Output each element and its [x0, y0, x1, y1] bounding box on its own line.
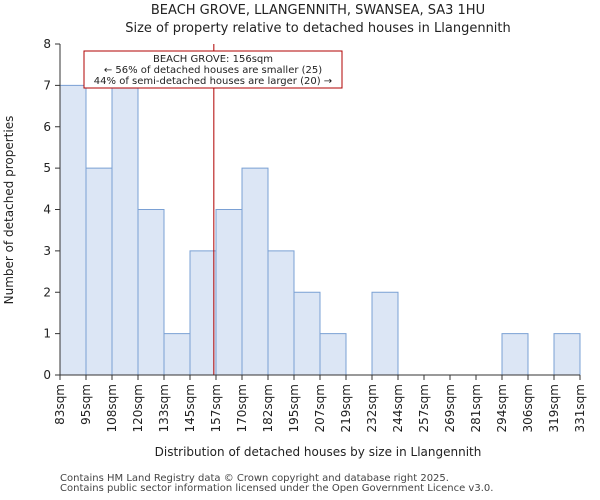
- x-tick-label: 157sqm: [209, 384, 223, 432]
- x-axis-label: Distribution of detached houses by size …: [155, 445, 482, 459]
- annotation-smaller: ← 56% of detached houses are smaller (25…: [104, 65, 322, 76]
- footer-copyright: Contains HM Land Registry data © Crown c…: [60, 473, 449, 484]
- bar-319sqm: [553, 333, 581, 376]
- chart-subtitle: Size of property relative to detached ho…: [125, 21, 511, 36]
- x-axis-ticks: 83sqm 95sqm 108sqm 120sqm 133sqm 145sqm 157sqm…: [53, 375, 587, 432]
- bar-108sqm: [111, 84, 139, 376]
- y-tick-label: 7: [43, 78, 51, 92]
- y-tick-label: 2: [43, 285, 51, 299]
- y-tick-label: 5: [43, 161, 51, 175]
- x-tick-label: 257sqm: [417, 384, 431, 432]
- y-tick-label: 4: [43, 203, 51, 217]
- annotation-title: BEACH GROVE: 156sqm: [153, 54, 273, 65]
- x-tick-label: 182sqm: [261, 384, 275, 432]
- bar-294sqm: [501, 333, 529, 376]
- bar-133sqm: [163, 333, 191, 376]
- chart-title: BEACH GROVE, LLANGENNITH, SWANSEA, SA3 1…: [151, 3, 485, 18]
- x-tick-label: 108sqm: [105, 384, 119, 432]
- bar-145sqm: [189, 250, 217, 376]
- x-tick-label: 294sqm: [495, 384, 509, 432]
- x-tick-label: 207sqm: [313, 384, 327, 432]
- bar-95sqm: [85, 167, 113, 376]
- bar-232sqm: [371, 291, 399, 376]
- x-tick-label: 120sqm: [131, 384, 145, 432]
- x-tick-label: 232sqm: [365, 384, 379, 432]
- bar-207sqm: [319, 333, 347, 376]
- x-tick-label: 170sqm: [235, 384, 249, 432]
- y-axis-ticks: 0 1 2 3 4 5 6 7 8: [43, 37, 60, 382]
- y-tick-label: 8: [43, 37, 51, 51]
- x-tick-label: 281sqm: [469, 384, 483, 432]
- bar-182sqm: [267, 250, 295, 376]
- x-tick-label: 331sqm: [573, 384, 587, 432]
- bar-157sqm: [215, 209, 243, 376]
- x-tick-label: 133sqm: [157, 384, 171, 432]
- y-tick-label: 6: [43, 120, 51, 134]
- x-tick-label: 195sqm: [287, 384, 301, 432]
- bars-group: [59, 84, 581, 376]
- y-axis-label: Number of detached properties: [2, 116, 16, 305]
- bar-195sqm: [293, 291, 321, 376]
- bar-83sqm: [59, 84, 87, 376]
- x-tick-label: 219sqm: [339, 384, 353, 432]
- annotation-box: [83, 50, 343, 89]
- y-tick-label: 3: [43, 244, 51, 258]
- x-tick-label: 269sqm: [443, 384, 457, 432]
- bar-120sqm: [137, 209, 165, 376]
- x-tick-label: 306sqm: [521, 384, 535, 432]
- bar-170sqm: [241, 167, 269, 376]
- x-tick-label: 83sqm: [53, 384, 67, 425]
- x-tick-label: 145sqm: [183, 384, 197, 432]
- annotation-larger: 44% of semi-detached houses are larger (…: [94, 76, 332, 87]
- x-tick-label: 319sqm: [547, 384, 561, 432]
- y-tick-label: 0: [43, 368, 51, 382]
- y-tick-label: 1: [43, 327, 51, 341]
- x-tick-label: 244sqm: [391, 384, 405, 432]
- footer-licence: Contains public sector information licen…: [60, 483, 494, 494]
- x-tick-label: 95sqm: [79, 384, 93, 425]
